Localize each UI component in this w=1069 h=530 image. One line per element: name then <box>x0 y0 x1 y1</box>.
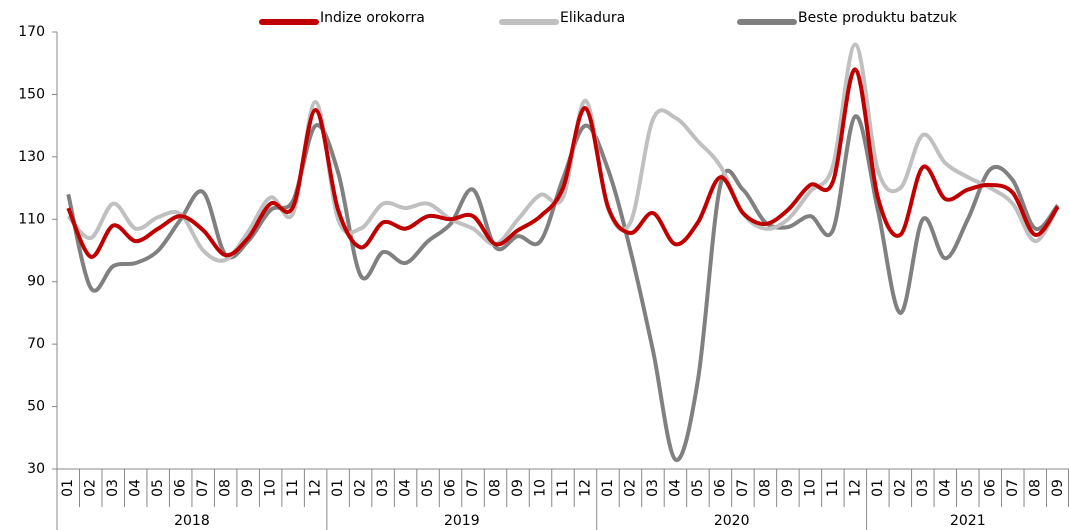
x-tick-label: 09 <box>240 479 256 497</box>
y-tick-label: 90 <box>27 274 45 290</box>
x-tick-label: 05 <box>420 479 436 497</box>
x-tick-label: 05 <box>690 479 706 497</box>
x-tick-label: 04 <box>128 479 144 497</box>
x-tick-label: 08 <box>488 479 504 497</box>
series-line <box>66 67 1060 259</box>
legend-label: Indize orokorra <box>320 10 425 26</box>
x-tick-label: 02 <box>353 479 369 497</box>
x-tick-label: 08 <box>218 479 234 497</box>
year-label: 2021 <box>950 513 986 529</box>
x-tick-label: 12 <box>847 479 863 497</box>
y-tick-label: 50 <box>27 399 45 415</box>
x-tick-label: 08 <box>757 479 773 497</box>
x-tick-label: 05 <box>150 479 166 497</box>
x-tick-label: 06 <box>712 479 728 497</box>
y-tick-label: 130 <box>18 149 45 165</box>
x-tick-label: 11 <box>825 479 841 497</box>
x-tick-label: 09 <box>780 479 796 497</box>
x-tick-label: 02 <box>622 479 638 497</box>
x-tick-label: 06 <box>982 479 998 497</box>
x-tick-label: 03 <box>915 479 931 497</box>
x-tick-label: 01 <box>330 479 346 497</box>
year-label: 2020 <box>714 513 750 529</box>
x-tick-label: 07 <box>735 479 751 497</box>
x-tick-label: 07 <box>1005 479 1021 497</box>
x-tick-label: 12 <box>577 479 593 497</box>
x-tick-label: 04 <box>398 479 414 497</box>
x-tick-label: 02 <box>83 479 99 497</box>
year-label: 2018 <box>174 513 210 529</box>
x-tick-label: 12 <box>308 479 324 497</box>
x-tick-label: 03 <box>375 479 391 497</box>
y-tick-label: 30 <box>27 461 45 477</box>
x-tick-label: 10 <box>802 479 818 497</box>
x-tick-label: 01 <box>600 479 616 497</box>
x-tick-label: 03 <box>105 479 121 497</box>
x-tick-label: 10 <box>533 479 549 497</box>
y-tick-label: 150 <box>18 86 45 102</box>
x-tick-label: 02 <box>892 479 908 497</box>
x-tick-label: 04 <box>667 479 683 497</box>
legend-label: Elikadura <box>560 10 625 26</box>
y-tick-label: 110 <box>18 211 45 227</box>
x-tick-label: 08 <box>1027 479 1043 497</box>
series-line <box>66 114 1060 462</box>
x-tick-label: 11 <box>555 479 571 497</box>
y-tick-label: 70 <box>27 336 45 352</box>
x-tick-label: 09 <box>1050 479 1066 497</box>
x-tick-label: 07 <box>465 479 481 497</box>
year-label: 2019 <box>444 513 480 529</box>
x-tick-label: 05 <box>960 479 976 497</box>
x-tick-label: 01 <box>870 479 886 497</box>
x-tick-label: 04 <box>937 479 953 497</box>
x-tick-label: 06 <box>173 479 189 497</box>
x-tick-label: 01 <box>60 479 76 497</box>
x-tick-label: 11 <box>285 479 301 497</box>
legend-label: Beste produktu batzuk <box>798 10 958 26</box>
y-tick-label: 170 <box>18 24 45 40</box>
x-tick-label: 10 <box>263 479 279 497</box>
x-tick-label: 07 <box>195 479 211 497</box>
x-tick-label: 03 <box>645 479 661 497</box>
x-tick-label: 09 <box>510 479 526 497</box>
x-tick-label: 06 <box>443 479 459 497</box>
